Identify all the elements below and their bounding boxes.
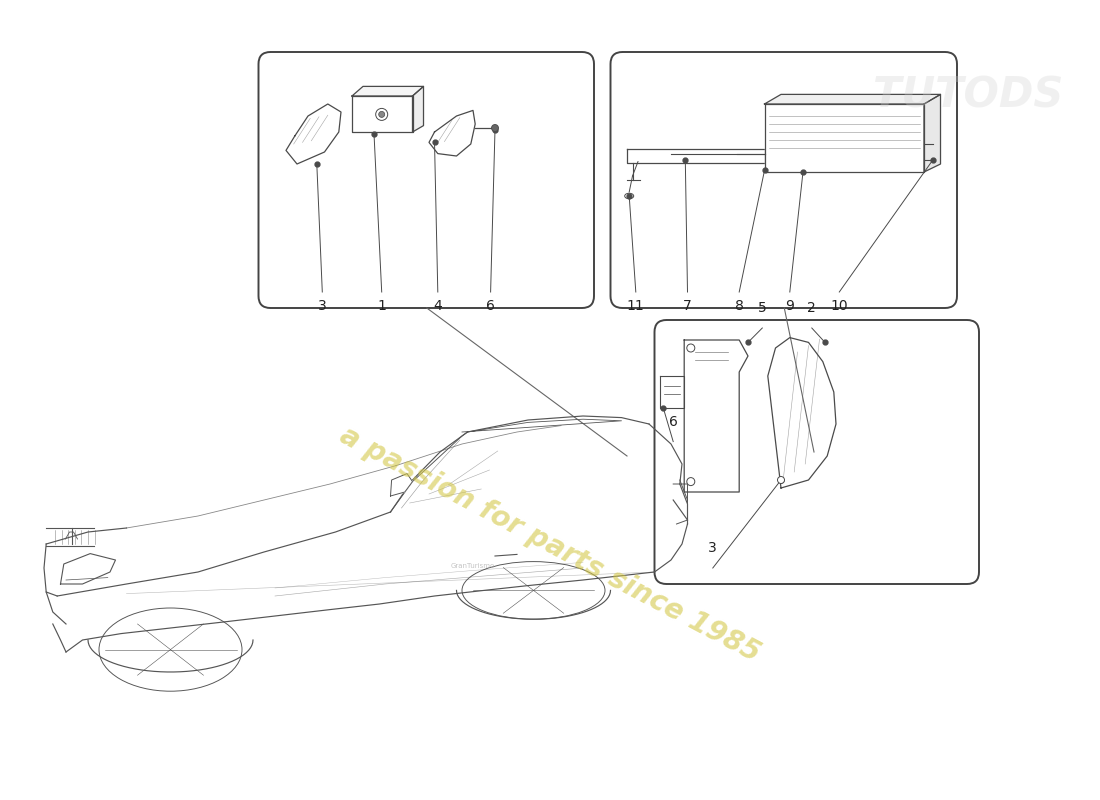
Circle shape [378,111,385,118]
Polygon shape [684,340,748,492]
Polygon shape [660,376,684,408]
Polygon shape [429,110,475,156]
Text: GranTurismo: GranTurismo [451,563,495,569]
Text: 9: 9 [785,299,794,314]
Text: 11: 11 [627,299,645,314]
Circle shape [930,157,936,163]
Circle shape [686,478,695,486]
Polygon shape [60,554,116,584]
Polygon shape [764,104,924,172]
Text: 6: 6 [669,414,678,429]
Text: 8: 8 [735,299,744,314]
Text: 3: 3 [708,541,717,555]
Polygon shape [390,474,412,496]
Text: 10: 10 [830,299,848,314]
Polygon shape [768,338,836,488]
Polygon shape [764,94,940,104]
Circle shape [686,344,695,352]
Text: a passion for parts since 1985: a passion for parts since 1985 [336,421,764,667]
Text: 7: 7 [683,299,692,314]
Text: 1: 1 [377,299,386,314]
Text: 3: 3 [318,299,327,314]
Polygon shape [627,149,764,163]
Circle shape [778,477,784,483]
Ellipse shape [625,194,634,198]
Circle shape [930,141,936,147]
Polygon shape [286,104,341,164]
Text: 6: 6 [486,299,495,314]
Polygon shape [924,94,940,172]
Polygon shape [352,86,424,96]
Circle shape [492,125,498,131]
Text: TUTODS: TUTODS [872,75,1064,117]
Polygon shape [352,96,412,132]
Text: 4: 4 [433,299,442,314]
Polygon shape [412,86,424,132]
Text: 2: 2 [807,301,816,315]
Text: 5: 5 [758,301,767,315]
